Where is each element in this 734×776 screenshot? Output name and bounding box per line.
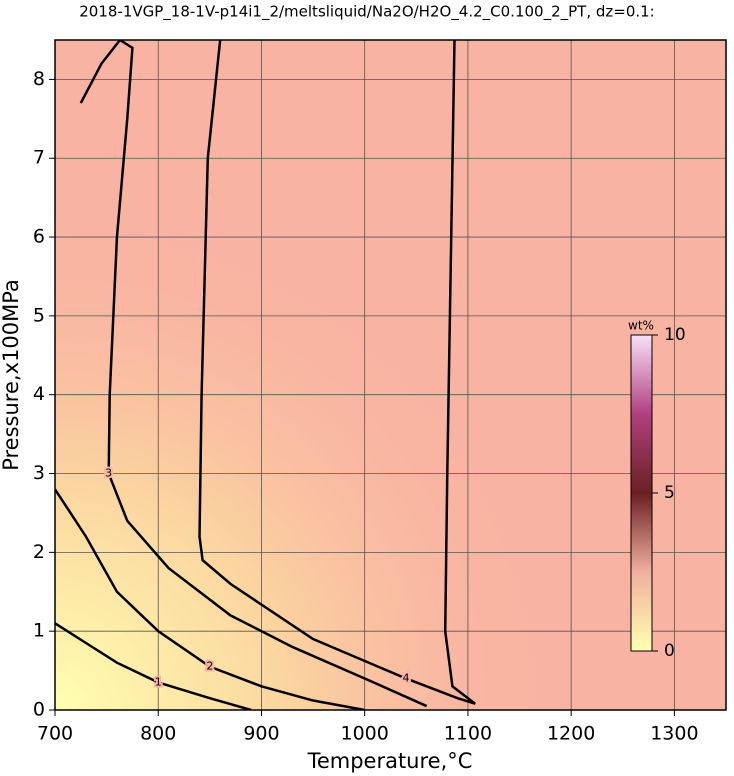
chart-title: 2018-1VGP_18-1V-p14i1_2/meltsliquid/Na2O… bbox=[79, 3, 655, 22]
contour-line bbox=[55, 488, 365, 710]
colorbar-tick-label: 5 bbox=[664, 483, 675, 503]
x-tick-label: 900 bbox=[243, 723, 279, 745]
contour-line bbox=[55, 622, 252, 710]
contour-label: 3 bbox=[105, 467, 112, 480]
x-tick-label: 800 bbox=[140, 723, 176, 745]
contour-line bbox=[198, 40, 476, 705]
plot-frame bbox=[54, 39, 727, 711]
y-tick-label: 1 bbox=[33, 620, 45, 642]
contour-label: 4 bbox=[402, 671, 409, 684]
x-tick-label: 1200 bbox=[547, 723, 595, 745]
y-tick-label: 6 bbox=[33, 226, 45, 248]
y-axis-label: Pressure,x100MPa bbox=[0, 279, 23, 471]
y-tick-label: 8 bbox=[33, 68, 45, 90]
contour-line bbox=[79, 40, 428, 708]
x-tick-label: 1300 bbox=[650, 723, 698, 745]
y-tick-label: 2 bbox=[33, 541, 45, 563]
x-tick-label: 1000 bbox=[341, 723, 389, 745]
x-tick-label: 700 bbox=[37, 723, 73, 745]
contour-label: 2 bbox=[206, 660, 213, 673]
colorbar-tick-label: 0 bbox=[664, 641, 675, 661]
y-tick-label: 3 bbox=[33, 462, 45, 484]
y-tick-label: 0 bbox=[33, 699, 45, 721]
y-tick-label: 4 bbox=[33, 383, 45, 405]
y-tick-label: 5 bbox=[33, 304, 45, 326]
x-tick-label: 1100 bbox=[444, 723, 492, 745]
y-tick-label: 7 bbox=[33, 147, 45, 169]
colorbar bbox=[630, 334, 653, 652]
contour-label: 1 bbox=[155, 675, 162, 688]
x-axis-label: Temperature,°C bbox=[307, 749, 473, 773]
colorbar-label: wt% bbox=[628, 319, 654, 333]
colorbar-tick-label: 10 bbox=[664, 325, 686, 345]
plot-shading bbox=[55, 40, 726, 710]
